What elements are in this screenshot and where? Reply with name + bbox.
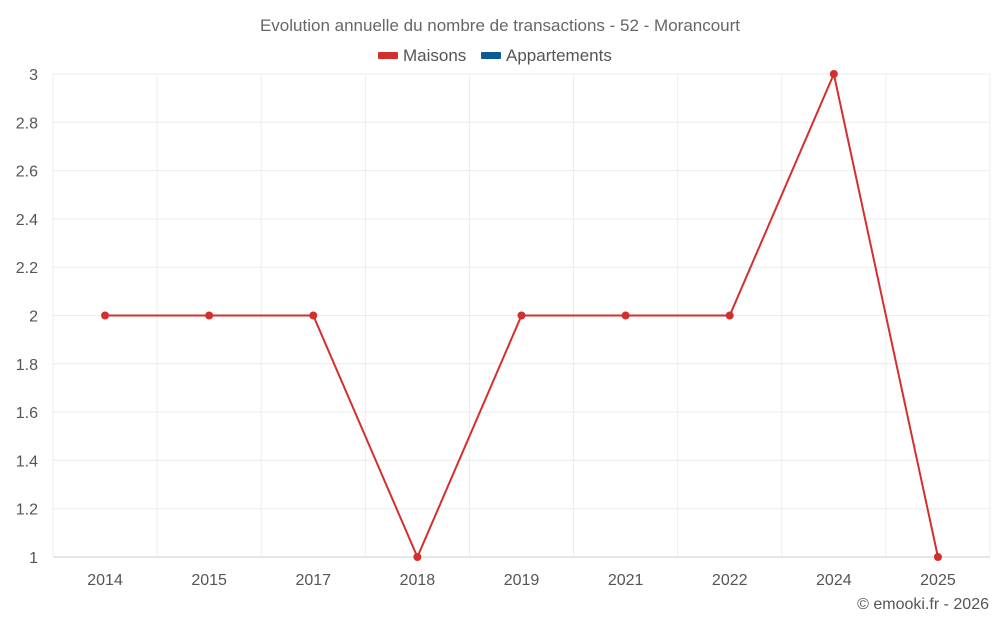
data-point-maisons[interactable]	[621, 311, 630, 320]
data-point-maisons[interactable]	[829, 70, 838, 78]
x-tick-label: 2017	[295, 572, 331, 589]
data-point-maisons[interactable]	[309, 311, 318, 320]
y-tick-label: 1.4	[16, 453, 38, 470]
y-tick-label: 2	[29, 309, 38, 326]
y-tick-label: 3	[29, 67, 38, 84]
y-tick-label: 1.8	[16, 357, 38, 374]
y-tick-label: 2.4	[16, 212, 38, 229]
y-tick-label: 1.6	[16, 405, 38, 422]
y-tick-label: 1.2	[16, 502, 38, 519]
axes: 1 1.2 1.4 1.6 1.8 2 2.2 2.4 2.6 2.8 3 2014 2015 2017 2…	[16, 67, 990, 589]
y-tick-label: 2.2	[16, 260, 38, 277]
legend-swatch-appartements	[481, 52, 501, 59]
x-tick-label: 2014	[87, 572, 123, 589]
chart-title: Evolution annuelle du nombre de transact…	[260, 16, 740, 35]
legend-swatch-maisons	[378, 52, 398, 59]
x-tick-label: 2021	[608, 572, 644, 589]
x-tick-label: 2025	[920, 572, 956, 589]
legend-item-maisons[interactable]: Maisons	[378, 46, 466, 65]
y-tick-label: 1	[29, 550, 38, 567]
x-tick-label: 2022	[712, 572, 748, 589]
data-point-maisons[interactable]	[101, 311, 110, 320]
x-tick-label: 2019	[504, 572, 540, 589]
data-point-maisons[interactable]	[933, 553, 942, 561]
x-tick-label: 2018	[400, 572, 436, 589]
legend-label-maisons: Maisons	[403, 46, 466, 65]
x-tick-label: 2015	[191, 572, 227, 589]
legend-item-appartements[interactable]: Appartements	[481, 46, 612, 65]
data-point-maisons[interactable]	[413, 553, 422, 561]
x-tick-label: 2024	[816, 572, 852, 589]
series-layer	[101, 70, 942, 561]
y-tick-label: 2.6	[16, 164, 38, 181]
data-point-maisons[interactable]	[725, 311, 734, 320]
data-point-maisons[interactable]	[517, 311, 526, 320]
credit-text: © emooki.fr - 2026	[857, 596, 989, 613]
legend-label-appartements: Appartements	[506, 46, 612, 65]
legend: Maisons Appartements	[378, 46, 612, 65]
data-point-maisons[interactable]	[205, 311, 214, 320]
y-tick-label: 2.8	[16, 115, 38, 132]
